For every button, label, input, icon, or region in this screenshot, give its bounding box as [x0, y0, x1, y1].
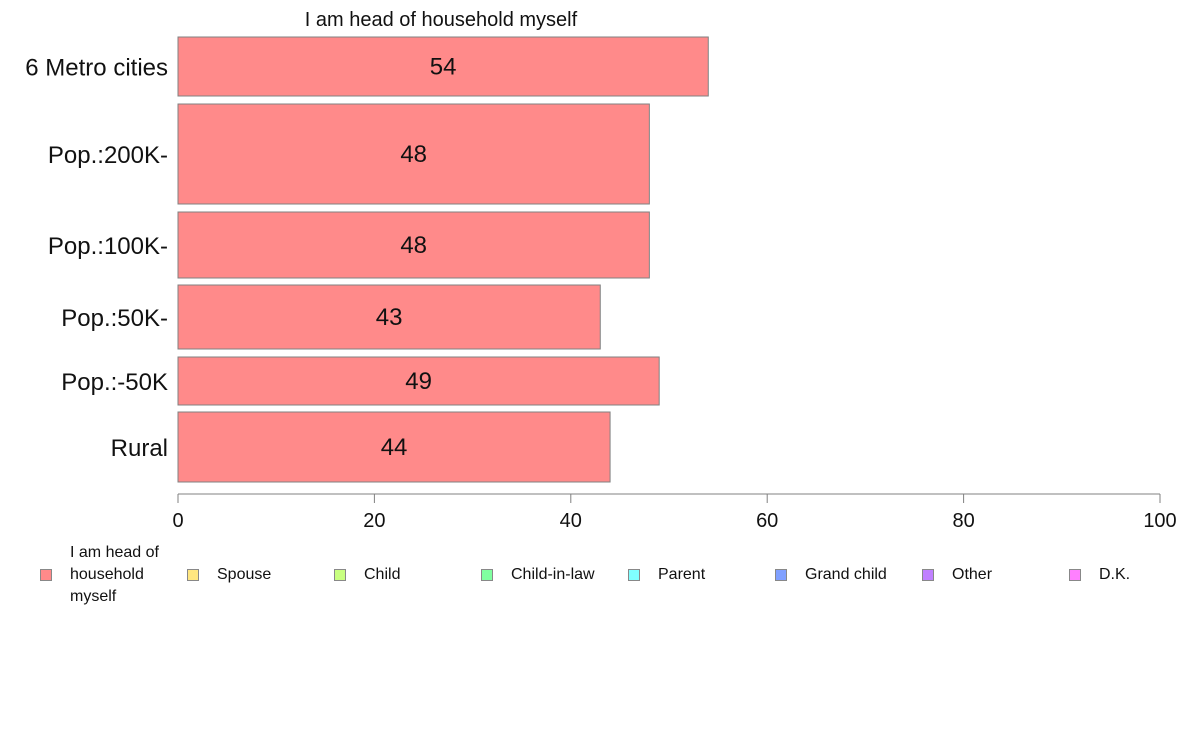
- bar-value-label: 54: [430, 54, 457, 81]
- category-label: Pop.:-50K: [61, 369, 168, 396]
- legend-swatch: [1069, 569, 1081, 581]
- x-tick-label: 0: [172, 510, 183, 532]
- legend-item: Grand child: [775, 540, 887, 610]
- legend-label: Child: [364, 566, 401, 583]
- bars-group: 54 48 48 43 49 44: [177, 36, 709, 483]
- legend-item: Other: [922, 540, 992, 610]
- bar-chart: I am head of household myself 54 48 48 43 49…: [25, 9, 1177, 532]
- category-label: Rural: [111, 435, 168, 462]
- legend-swatch: [922, 569, 934, 581]
- bar: [177, 284, 601, 350]
- category-label: Pop.:200K-: [48, 142, 168, 169]
- bar: [177, 356, 660, 406]
- category-label: Pop.:50K-: [61, 305, 168, 332]
- category-label: Pop.:100K-: [48, 233, 168, 260]
- bar-value-label: 44: [381, 434, 408, 461]
- legend-item: Child-in-law: [481, 540, 595, 610]
- bar: [177, 36, 709, 97]
- category-label: 6 Metro cities: [25, 55, 168, 82]
- bar: [177, 103, 650, 205]
- x-tick-label: 40: [560, 510, 582, 532]
- legend-label: Spouse: [217, 566, 272, 583]
- bar: [177, 211, 650, 279]
- legend-label: Other: [952, 566, 993, 583]
- legend-swatch: [628, 569, 640, 581]
- bar-value-label: 43: [376, 304, 403, 331]
- legend-label: I am head of household myself: [70, 544, 159, 605]
- legend-swatch: [775, 569, 787, 581]
- legend-label: Grand child: [805, 566, 887, 583]
- bar: [177, 411, 611, 483]
- legend-swatch: [40, 569, 52, 581]
- legend: I am head of household myself Spouse Child…: [0, 540, 1188, 620]
- bar-value-label: 48: [400, 141, 427, 168]
- x-tick-label: 20: [363, 510, 385, 532]
- legend-label: Parent: [658, 566, 706, 583]
- legend-swatch: [187, 569, 199, 581]
- legend-label: Child-in-law: [511, 566, 595, 583]
- x-axis: 0 20 40 60 80 100: [172, 493, 1177, 532]
- legend-item: Parent: [628, 540, 705, 610]
- legend-item: D.K.: [1069, 540, 1130, 610]
- legend-item: Spouse: [187, 540, 271, 610]
- x-tick-label: 80: [952, 510, 974, 532]
- bar-value-label: 48: [400, 232, 427, 259]
- x-tick-label: 100: [1143, 510, 1176, 532]
- legend-label: D.K.: [1099, 566, 1131, 583]
- legend-item: I am head of household myself: [40, 540, 180, 610]
- chart-title: I am head of household myself: [305, 9, 578, 31]
- legend-item: Child: [334, 540, 400, 610]
- bar-value-label: 49: [405, 368, 432, 395]
- x-tick-label: 60: [756, 510, 778, 532]
- category-labels: 6 Metro cities Pop.:200K- Pop.:100K- Pop.:5…: [25, 55, 168, 463]
- legend-swatch: [334, 569, 346, 581]
- legend-swatch: [481, 569, 493, 581]
